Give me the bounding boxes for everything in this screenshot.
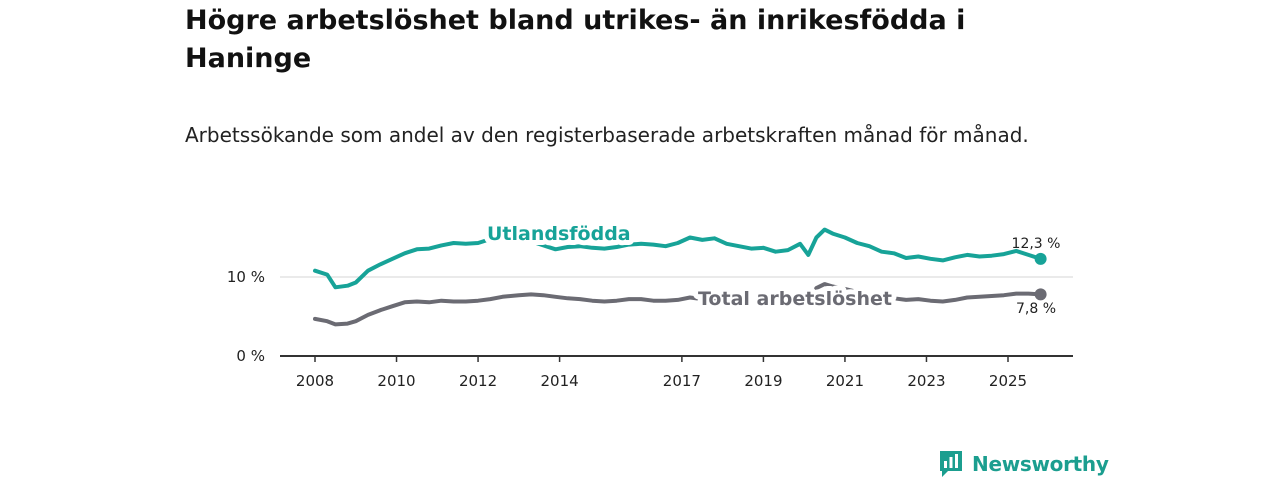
series-name-halo: Utlandsfödda — [487, 223, 631, 245]
brand-name: Newsworthy — [972, 452, 1109, 476]
chart-title: Högre arbetslöshet bland utrikes- än inr… — [185, 5, 966, 74]
x-tick-label: 2025 — [989, 372, 1027, 390]
series-line-0 — [313, 227, 1043, 290]
series-name-label: Total arbetslöshet — [698, 288, 892, 310]
x-tick-label: 2008 — [296, 372, 334, 390]
y-tick-label: 0 % — [236, 347, 265, 365]
x-tick-label: 2021 — [826, 372, 864, 390]
x-tick-label: 2014 — [540, 372, 578, 390]
brand-logo: Newsworthy — [938, 449, 1109, 479]
series-end-point-1 — [1034, 288, 1047, 301]
x-tick-label: 2017 — [663, 372, 701, 390]
newsworthy-logo-icon — [940, 451, 962, 477]
series-end-point-0 — [1034, 252, 1047, 265]
series-name-label: Utlandsfödda — [487, 223, 631, 245]
x-tick-label: 2023 — [907, 372, 945, 390]
x-tick-label: 2012 — [459, 372, 497, 390]
x-tick-label: 2010 — [377, 372, 415, 390]
series-end-value-label: 7,8 % — [1016, 301, 1056, 317]
series-layer — [313, 227, 1047, 327]
series-end-value-label: 12,3 % — [1012, 236, 1061, 252]
y-tick-label: 10 % — [227, 268, 265, 286]
series-line-1 — [313, 282, 1043, 327]
chart-subtitle: Arbetssökande som andel av den registerb… — [185, 123, 1029, 147]
series-name-halo: Total arbetslöshet — [698, 288, 892, 310]
x-tick-label: 2019 — [744, 372, 782, 390]
tick-layer: 0 % 10 % 2008 2010 2012 2014 2017 2019 2021 2023 2… — [227, 268, 1073, 390]
